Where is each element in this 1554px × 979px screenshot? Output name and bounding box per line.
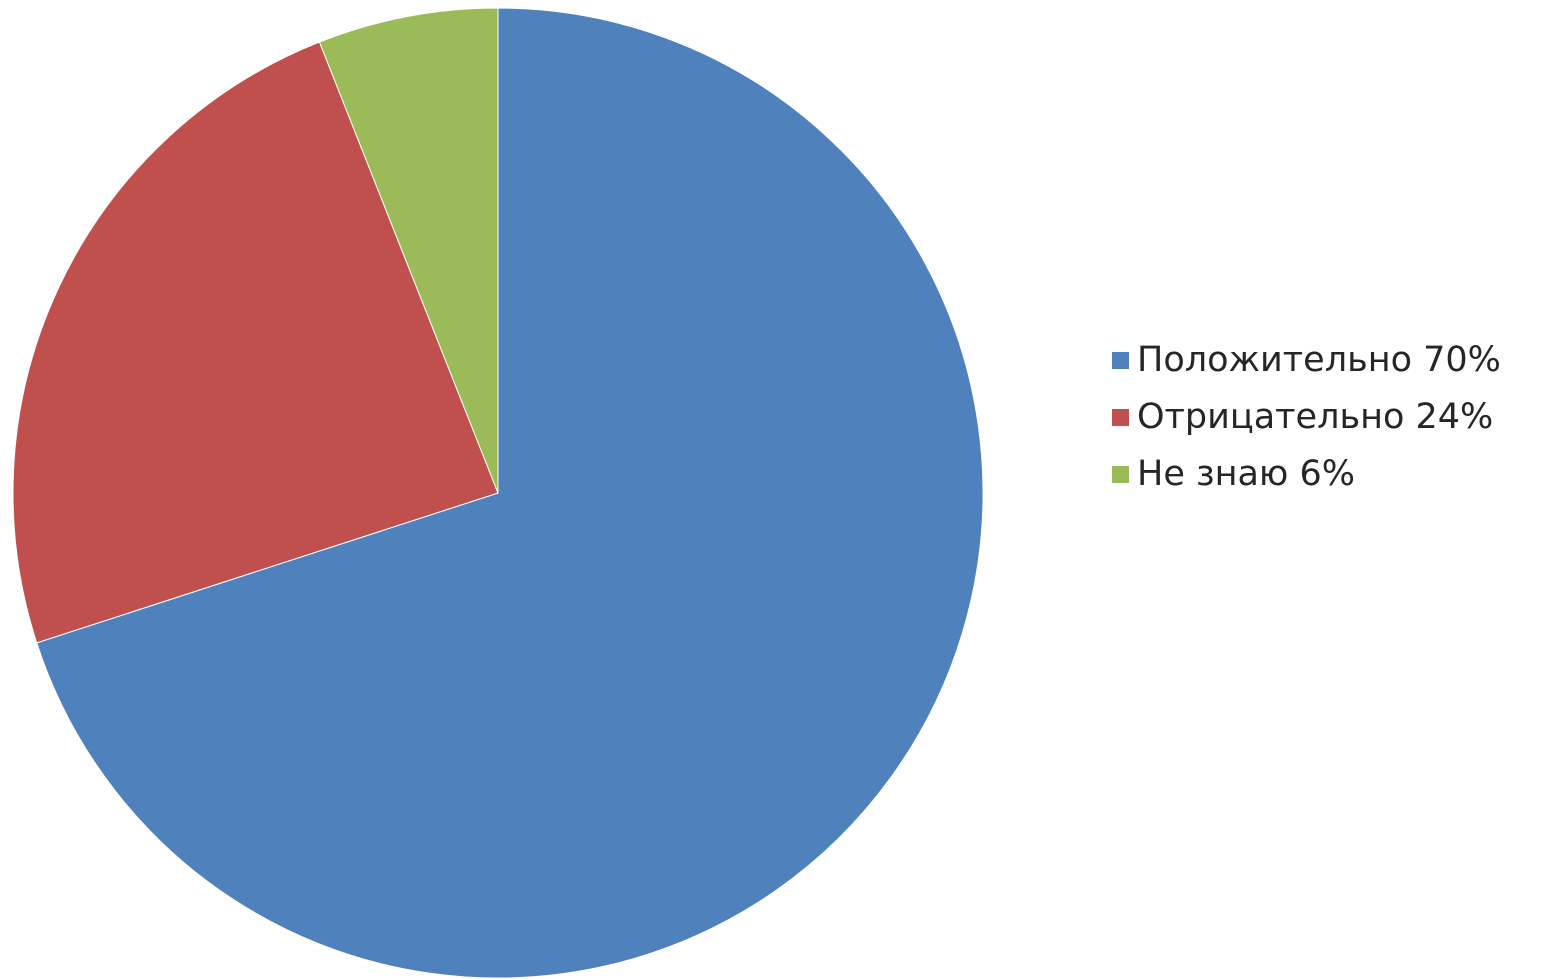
legend-swatch-negative [1112,409,1129,426]
pie-slice-dont-know [318,7,499,494]
pie-slice-positive [36,7,984,979]
legend-item-positive: Положительно 70% [1112,332,1542,389]
chart-legend: Положительно 70% Отрицательно 24% Не зна… [1112,332,1542,503]
legend-label-dont-know: Не знаю 6% [1137,454,1356,494]
legend-label-positive: Положительно 70% [1137,340,1501,380]
pie-slice-negative [12,41,499,644]
legend-item-dont-know: Не знаю 6% [1112,446,1542,503]
legend-swatch-positive [1112,352,1129,369]
pie-slices [12,7,984,979]
legend-item-negative: Отрицательно 24% [1112,389,1542,446]
legend-label-negative: Отрицательно 24% [1137,397,1494,437]
legend-swatch-dont-know [1112,466,1129,483]
